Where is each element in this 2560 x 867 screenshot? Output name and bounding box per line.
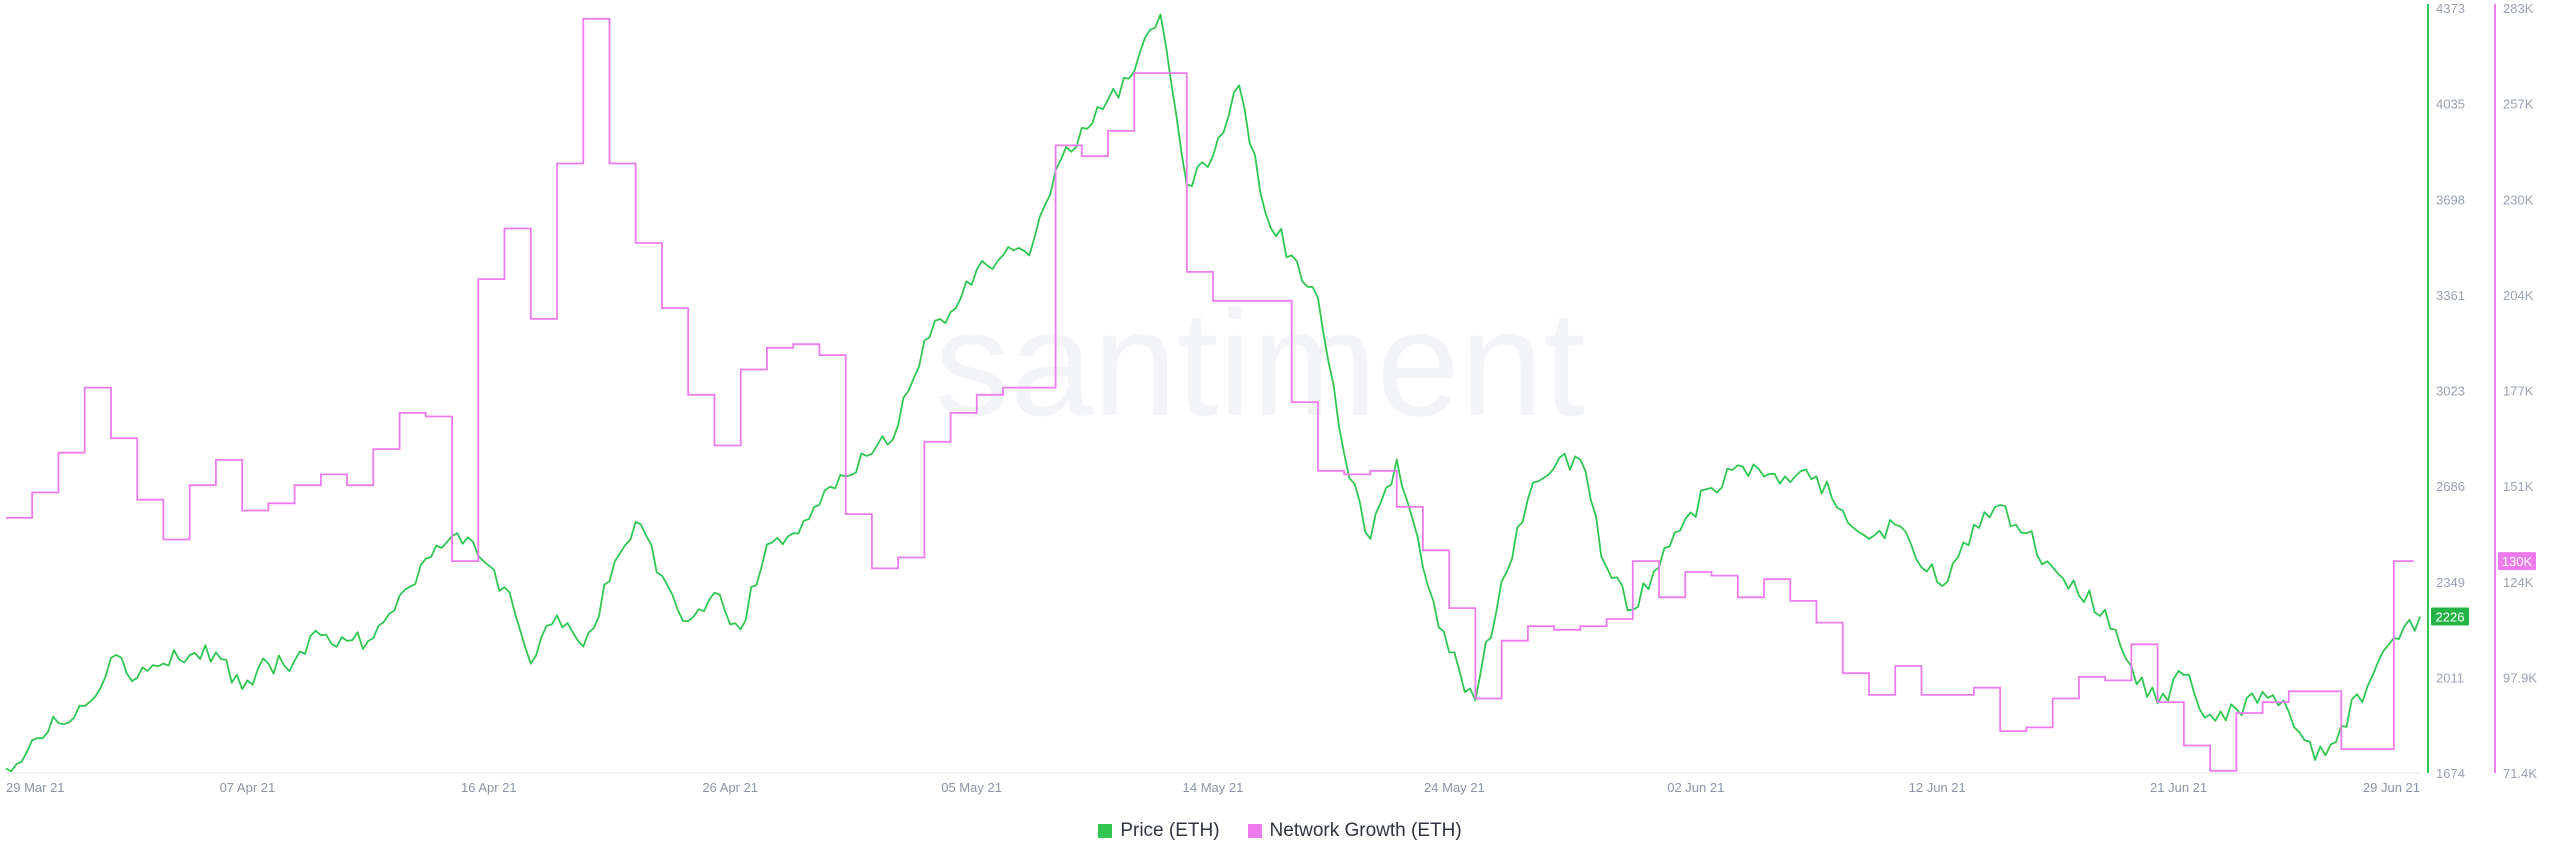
legend-label-network-growth: Network Growth (ETH) — [1269, 820, 1462, 841]
legend-item-price[interactable]: Price (ETH) — [1098, 820, 1220, 842]
watermark: santiment — [935, 279, 1585, 447]
series-line-price — [5, 13, 2421, 773]
x-tick-label: 29 Jun 21 — [2363, 780, 2420, 795]
legend-swatch-network-growth — [1247, 824, 1262, 838]
y-tick-label-price: 2349 — [2436, 575, 2465, 590]
y-tick-label-network-growth: 177K — [2503, 384, 2534, 399]
y-tick-label-network-growth: 283K — [2503, 1, 2534, 16]
y-tick-label-price: 4373 — [2436, 1, 2465, 16]
x-tick-label: 16 Apr 21 — [461, 780, 517, 795]
last-value-label-network-growth: 130K — [2502, 554, 2533, 569]
legend-label-price: Price (ETH) — [1120, 820, 1220, 841]
y-tick-label-network-growth: 151K — [2503, 479, 2534, 494]
y-tick-label-price: 2011 — [2436, 670, 2464, 685]
y-tick-label-network-growth: 124K — [2503, 575, 2534, 590]
y-tick-label-network-growth: 204K — [2503, 288, 2534, 303]
y-tick-label-price: 3023 — [2436, 384, 2465, 399]
y-tick-label-price: 3361 — [2436, 288, 2465, 303]
x-tick-label: 07 Apr 21 — [220, 780, 276, 795]
x-tick-label: 21 Jun 21 — [2150, 780, 2207, 795]
x-tick-label: 02 Jun 21 — [1667, 780, 1724, 795]
x-tick-label: 29 Mar 21 — [6, 780, 65, 795]
y-tick-label-network-growth: 257K — [2503, 97, 2534, 112]
y-tick-label-network-growth: 230K — [2503, 192, 2534, 207]
x-tick-label: 26 Apr 21 — [702, 780, 758, 795]
x-tick-label: 05 May 21 — [941, 780, 1002, 795]
last-value-badge-network-growth — [2498, 552, 2536, 571]
y-tick-label-price: 3698 — [2436, 192, 2465, 207]
y-tick-label-network-growth: 71.4K — [2503, 766, 2537, 781]
series-line-network-growth — [6, 17, 2414, 772]
legend-item-network-growth[interactable]: Network Growth (ETH) — [1247, 820, 1462, 842]
last-value-label-price: 2226 — [2436, 610, 2465, 625]
x-tick-label: 24 May 21 — [1424, 780, 1485, 795]
y-tick-label-network-growth: 97.9K — [2503, 670, 2537, 685]
y-tick-label-price: 1674 — [2436, 766, 2465, 781]
legend: Price (ETH) Network Growth (ETH) — [0, 820, 2560, 842]
x-tick-label: 14 May 21 — [1183, 780, 1244, 795]
x-tick-label: 12 Jun 21 — [1909, 780, 1966, 795]
y-tick-label-price: 2686 — [2436, 479, 2465, 494]
y-tick-label-price: 4035 — [2436, 97, 2465, 112]
legend-swatch-price — [1098, 824, 1113, 838]
last-value-badge-price — [2431, 607, 2469, 626]
